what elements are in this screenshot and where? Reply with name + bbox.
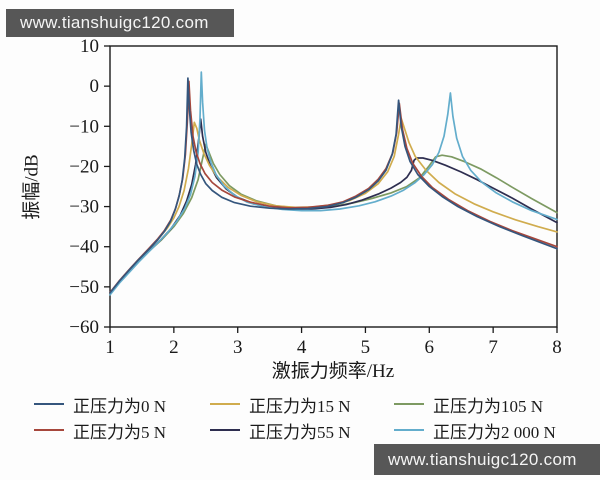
watermark-top-text: www.tianshuigc120.com <box>20 13 209 32</box>
legend-line-swatch <box>34 429 64 431</box>
legend-line-swatch <box>210 429 240 431</box>
curve-force-2000N <box>109 71 558 296</box>
legend-item-force-2000N: 正压力为2 000 N <box>394 417 590 443</box>
x-axis-title: 激振力频率/Hz <box>271 361 395 382</box>
curve-force-15N <box>109 117 558 294</box>
legend-label: 正压力为2 000 N <box>433 422 556 442</box>
y-tick-label: −10 <box>69 116 99 137</box>
legend-label: 正压力为55 N <box>249 422 351 442</box>
legend-item-force-5N: 正压力为5 N <box>34 417 210 443</box>
y-tick-label: −20 <box>69 156 99 177</box>
y-tick-label: −40 <box>69 237 99 258</box>
legend-item-force-55N: 正压力为55 N <box>210 417 394 443</box>
x-tick-label: 8 <box>552 337 562 358</box>
y-tick-label: −60 <box>69 317 99 338</box>
legend-line-swatch <box>394 403 424 405</box>
legend-item-force-105N: 正压力为105 N <box>394 391 590 417</box>
legend-line-swatch <box>34 403 64 405</box>
legend-label: 正压力为5 N <box>73 422 167 442</box>
watermark-top: www.tianshuigc120.com <box>6 9 234 37</box>
x-tick-label: 7 <box>488 337 498 358</box>
x-tick-label: 5 <box>361 337 371 358</box>
legend-item-force-15N: 正压力为15 N <box>210 391 394 417</box>
watermark-bottom: www.tianshuigc120.com <box>374 444 600 475</box>
y-tick-label: 0 <box>90 76 100 97</box>
legend-line-swatch <box>394 429 424 431</box>
legend-item-force-0N: 正压力为0 N <box>34 391 210 417</box>
legend-label: 正压力为15 N <box>249 396 351 416</box>
x-tick-label: 2 <box>169 337 179 358</box>
y-axis-title: 振幅/dB <box>21 154 43 220</box>
y-tick-label: −50 <box>69 277 99 298</box>
x-tick-label: 1 <box>105 337 115 358</box>
watermark-bottom-text: www.tianshuigc120.com <box>388 449 577 469</box>
legend-line-swatch <box>210 403 240 405</box>
plot-frame <box>109 45 558 328</box>
curve-force-0N <box>109 77 558 294</box>
y-tick-label: −30 <box>69 197 99 218</box>
x-tick-label: 6 <box>425 337 435 358</box>
legend-label: 正压力为0 N <box>73 396 167 416</box>
x-tick-label: 3 <box>233 337 243 358</box>
legend-label: 正压力为105 N <box>433 396 544 416</box>
x-tick-label: 4 <box>297 337 307 358</box>
legend: 正压力为0 N 正压力为15 N 正压力为105 N 正压力为5 N 正压力为55 N 正… <box>34 391 594 443</box>
y-tick-label: 10 <box>80 36 99 57</box>
